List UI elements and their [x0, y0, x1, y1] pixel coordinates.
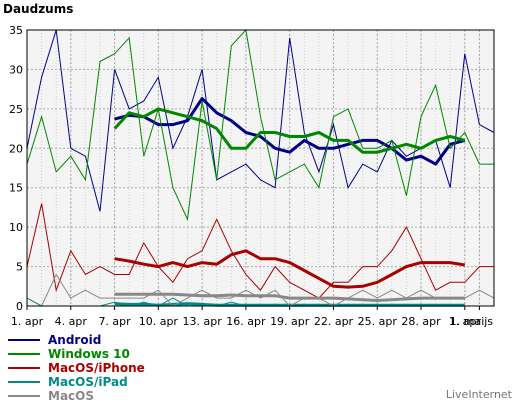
legend-swatch [8, 339, 40, 341]
series-average-macos [114, 292, 465, 302]
legend-item: Android [8, 333, 145, 347]
legend-swatch [8, 353, 40, 355]
x-tick-label: 10. apr [139, 315, 179, 328]
legend-swatch [8, 381, 40, 383]
series-line-android [26, 29, 495, 212]
legend-swatch [8, 367, 40, 369]
legend: Android Windows 10 MacOS/iPhone MacOS/iPad M… [8, 333, 145, 403]
legend-item: MacOS/iPhone [8, 361, 145, 375]
series-average-windows-10 [113, 107, 466, 154]
legend-item: Windows 10 [8, 347, 145, 361]
y-tick-label: 35 [9, 24, 23, 37]
chart-title: Daudzums [3, 2, 74, 16]
y-tick-label: 10 [9, 221, 23, 234]
x-tick-label: 1. apr [449, 315, 482, 328]
series-average-macos-iphone [114, 249, 466, 289]
legend-item: MacOS/iPad [8, 375, 145, 389]
x-tick-label: 13. apr [183, 315, 223, 328]
legend-label: MacOS/iPad [48, 375, 128, 389]
legend-label: Android [48, 333, 102, 347]
y-tick-label: 15 [9, 182, 23, 195]
y-tick-label: 30 [9, 63, 23, 76]
x-tick-label: 19. apr [270, 315, 310, 328]
x-tick-label: 1. maijs [450, 315, 494, 328]
x-tick-label: 7. apr [98, 315, 131, 328]
y-tick-label: 5 [16, 261, 23, 274]
x-tick-label: 4. apr [55, 315, 88, 328]
x-tick-label: 22. apr [314, 315, 354, 328]
x-tick-label: 25. apr [358, 315, 398, 328]
series-line-windows-10 [26, 28, 494, 222]
y-tick-label: 20 [9, 142, 23, 155]
x-tick-label: 16. apr [226, 315, 266, 328]
liveinternet-watermark: LiveInternet [445, 388, 512, 401]
x-axis-ticks: 1. apr 4. apr 7. apr 10. apr 13. apr 16. apr 1… [11, 306, 493, 328]
series-line-macos [27, 273, 495, 307]
series-lines [26, 28, 495, 307]
y-tick-label: 0 [16, 300, 23, 313]
legend-label: Windows 10 [48, 347, 130, 361]
series-average-macos-ipad [114, 302, 465, 307]
legend-label: MacOS [48, 389, 94, 403]
x-tick-label: 28. apr [401, 315, 441, 328]
y-axis-ticks: 0 5 10 15 20 25 30 35 [9, 24, 23, 313]
line-chart: 0 5 10 15 20 25 30 35 1. apr 4. apr 7. apr 10. apr… [9, 24, 495, 328]
x-tick-label: 1. apr [11, 315, 44, 328]
legend-label: MacOS/iPhone [48, 361, 145, 375]
plot-frame [26, 29, 495, 307]
y-tick-label: 25 [9, 103, 23, 116]
legend-item: MacOS [8, 389, 145, 403]
series-line-macos-iphone [26, 203, 494, 299]
series-average-android [114, 97, 466, 166]
legend-swatch [8, 395, 40, 397]
